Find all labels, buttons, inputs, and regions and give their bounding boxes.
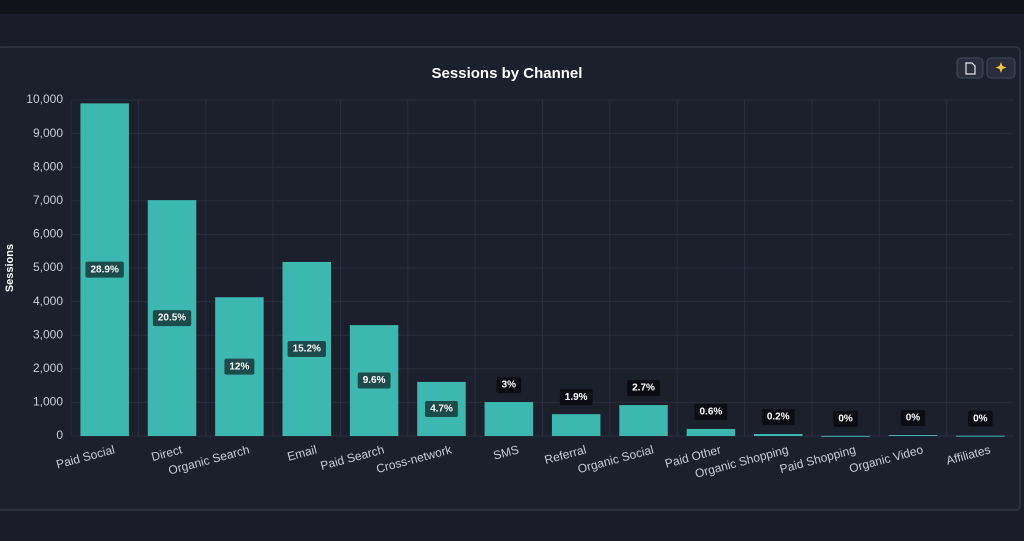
data-label-bg [287, 340, 326, 357]
ai-button[interactable] [986, 57, 1016, 79]
data-label-bg [224, 358, 255, 375]
bar [888, 434, 938, 436]
data-label-bg [559, 389, 593, 406]
data-label-bg [152, 310, 192, 327]
data-label: 12% [229, 361, 249, 372]
bar [686, 428, 736, 436]
y-tick-label: 2,000 [33, 361, 63, 375]
data-label-bg [357, 372, 391, 389]
data-label-bg [425, 400, 458, 417]
data-label: 0% [906, 413, 921, 424]
data-label: 20.5% [158, 313, 186, 324]
top-strip [0, 0, 1024, 14]
data-label-bg [627, 380, 660, 397]
bar [551, 414, 601, 436]
data-label: 0% [838, 413, 853, 424]
data-label-bg [85, 261, 124, 278]
y-tick-label: 8,000 [33, 159, 63, 173]
data-label-bg [761, 408, 795, 425]
data-label: 1.9% [565, 392, 588, 403]
y-axis-label: Sessions [4, 244, 16, 292]
data-label-bg [833, 410, 858, 427]
data-label: 28.9% [90, 264, 118, 275]
y-tick-label: 0 [56, 428, 63, 442]
data-label-bg [496, 377, 522, 394]
bar [619, 405, 668, 436]
y-tick-label: 4,000 [33, 294, 63, 308]
y-tick-label: 5,000 [33, 260, 63, 274]
data-label: 2.7% [632, 383, 655, 394]
data-label-bg [968, 410, 993, 427]
y-tick-label: 9,000 [33, 126, 63, 140]
bar [754, 433, 803, 436]
bar [956, 435, 1005, 437]
y-tick-label: 6,000 [33, 227, 63, 241]
data-label: 3% [502, 380, 517, 391]
data-label: 15.2% [293, 344, 321, 355]
bar [821, 435, 870, 437]
y-tick-label: 3,000 [33, 327, 63, 341]
data-label-bg [694, 403, 728, 420]
data-label: 0.6% [699, 407, 722, 418]
y-tick-label: 1,000 [33, 395, 63, 409]
data-label-bg [900, 409, 926, 426]
data-label: 4.7% [430, 404, 453, 415]
data-label: 9.6% [363, 375, 386, 386]
chart-title: Sessions by Channel [432, 65, 583, 82]
y-tick-label: 10,000 [26, 92, 63, 106]
y-tick-label: 7,000 [33, 193, 63, 207]
data-label: 0.2% [767, 412, 790, 423]
data-label: 0% [973, 413, 988, 424]
x-tick-label: SMS [492, 442, 521, 462]
bar [484, 402, 534, 436]
export-button[interactable] [956, 57, 984, 79]
